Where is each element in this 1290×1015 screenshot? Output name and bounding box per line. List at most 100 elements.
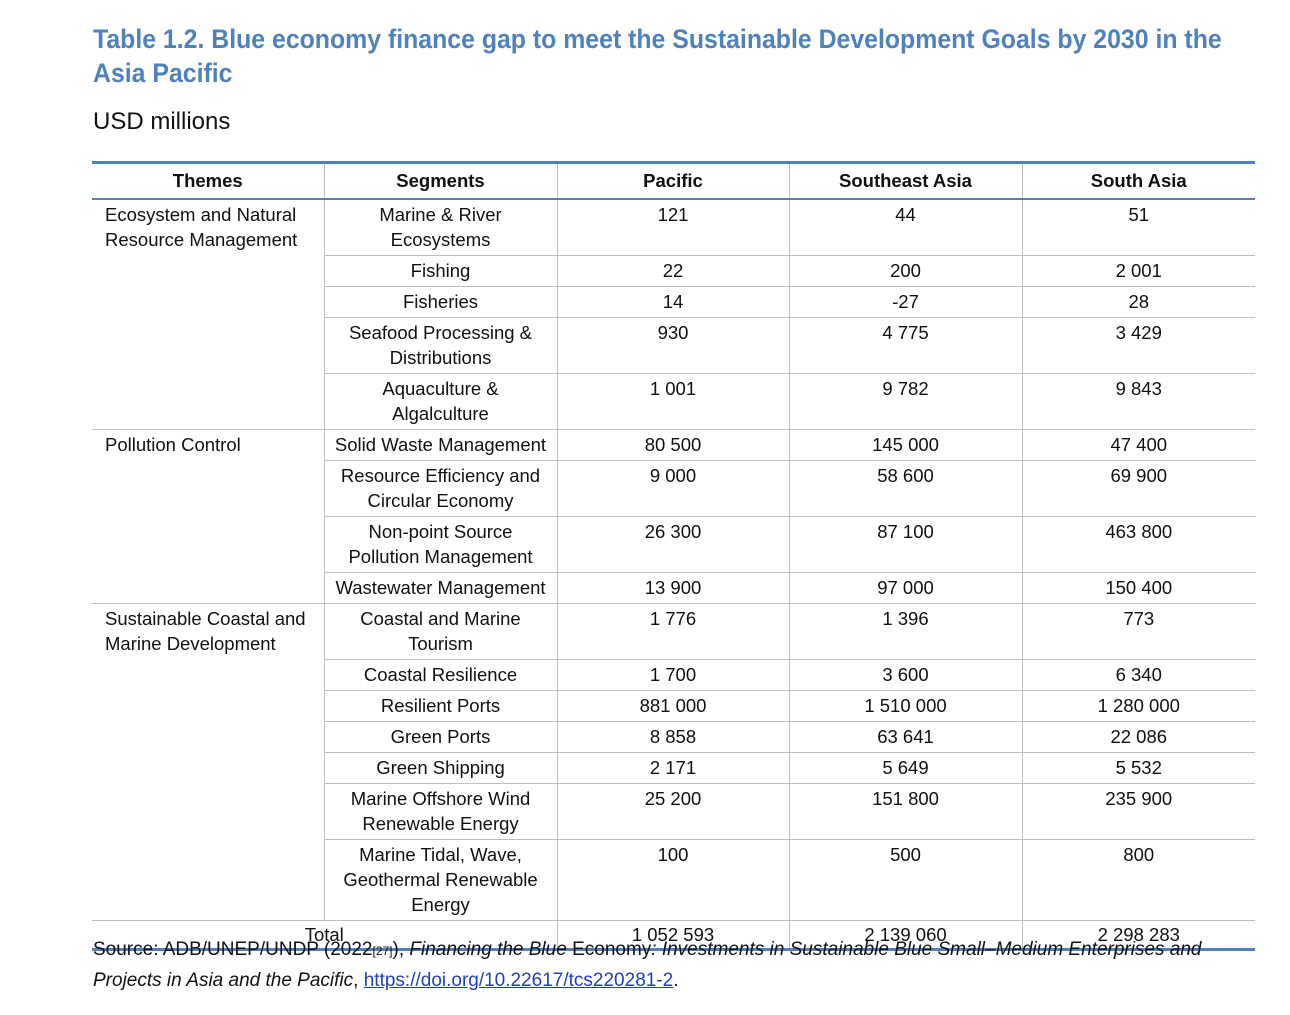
south-asia-cell: 22 086 [1022,721,1255,753]
pacific-cell: 14 [557,286,790,318]
table-row: Sustainable Coastal and Marine Developme… [92,603,1255,921]
segment-cell: Fishing [324,255,558,287]
source-note: Source: ADB/UNEP/UNDP (2022[27]), Financ… [93,935,1263,995]
southeast-asia-cell: 44 [789,199,1023,256]
pacific-cell: 100 [557,839,790,921]
table-row: Ecosystem and Natural Resource Managemen… [92,199,1255,430]
pacific-cell: 22 [557,255,790,287]
segment-cell: Aquaculture & Algalculture [324,373,558,430]
south-asia-cell: 2 001 [1022,255,1255,287]
south-asia-cell: 69 900 [1022,460,1255,517]
southeast-asia-cell: 1 510 000 [789,690,1023,722]
table-title: Table 1.2. Blue economy finance gap to m… [93,24,1222,88]
southeast-asia-cell: -27 [789,286,1023,318]
table-row: Green Shipping 2 171 5 649 5 532 [92,752,1255,784]
segment-cell: Fisheries [324,286,558,318]
southeast-asia-cell: 145 000 [789,429,1023,461]
southeast-asia-cell: 87 100 [789,516,1023,573]
theme-cell: Pollution Control [92,429,325,604]
table-row: Resilient Ports 881 000 1 510 000 1 280 000 [92,690,1255,722]
table-row: Seafood Processing & Distributions 930 4 7… [92,317,1255,374]
southeast-asia-cell: 500 [789,839,1023,921]
source-after-ref: ), [392,939,410,960]
segment-cell: Resilient Ports [324,690,558,722]
southeast-asia-cell: 1 396 [789,603,1023,660]
south-asia-cell: 1 280 000 [1022,690,1255,722]
segment-cell: Non-point Source Pollution Management [324,516,558,573]
pacific-cell: 25 200 [557,783,790,840]
southeast-asia-cell: 63 641 [789,721,1023,753]
source-title-italic-2: : Investments in Sustainable Blue Small–… [93,939,1202,991]
table-row: Coastal Resilience 1 700 3 600 6 340 [92,659,1255,691]
south-asia-cell: 5 532 [1022,752,1255,784]
south-asia-cell: 800 [1022,839,1255,921]
southeast-asia-cell: 3 600 [789,659,1023,691]
segment-cell: Marine Tidal, Wave, Geothermal Renewable… [324,839,558,921]
total-pacific: 1 052 593 [557,920,790,950]
table-row: Pollution Control Solid Waste Management 8… [92,429,1255,604]
segment-cell: Marine & River Ecosystems [324,199,558,256]
pacific-cell: 26 300 [557,516,790,573]
finance-gap-table: Themes Segments Pacific Southeast Asia S… [92,161,1255,951]
total-south-asia: 2 298 283 [1022,920,1255,950]
header-themes: Themes [92,162,325,200]
southeast-asia-cell: 151 800 [789,783,1023,840]
segment-cell: Green Shipping [324,752,558,784]
segment-cell: Solid Waste Management [324,429,558,461]
segment-cell: Coastal and Marine Tourism [324,603,558,660]
theme-cell: Sustainable Coastal and Marine Developme… [92,603,325,921]
source-title-italic-1: Financing the Blue [409,939,567,960]
pacific-cell: 8 858 [557,721,790,753]
header-southeast-asia: Southeast Asia [789,162,1023,200]
pacific-cell: 80 500 [557,429,790,461]
southeast-asia-cell: 200 [789,255,1023,287]
table-row: Marine Offshore Wind Renewable Energy 25 … [92,783,1255,840]
south-asia-cell: 51 [1022,199,1255,256]
pacific-cell: 930 [557,317,790,374]
table-row: Wastewater Management 13 900 97 000 150 400 [92,572,1255,604]
southeast-asia-cell: 4 775 [789,317,1023,374]
table-body: Ecosystem and Natural Resource Managemen… [92,199,1255,950]
south-asia-cell: 28 [1022,286,1255,318]
south-asia-cell: 150 400 [1022,572,1255,604]
south-asia-cell: 773 [1022,603,1255,660]
total-southeast-asia: 2 139 060 [789,920,1023,950]
pacific-cell: 1 700 [557,659,790,691]
total-label: Total [92,920,558,950]
table-row: Fishing 22 200 2 001 [92,255,1255,287]
southeast-asia-cell: 97 000 [789,572,1023,604]
source-ref: [27] [372,944,393,958]
segment-cell: Coastal Resilience [324,659,558,691]
source-end: . [673,970,679,991]
southeast-asia-cell: 58 600 [789,460,1023,517]
south-asia-cell: 9 843 [1022,373,1255,430]
table-row: Green Ports 8 858 63 641 22 086 [92,721,1255,753]
south-asia-cell: 235 900 [1022,783,1255,840]
table-row: Fisheries 14 -27 28 [92,286,1255,318]
source-doi-link[interactable]: https://doi.org/10.22617/tcs220281-2 [363,970,674,991]
pacific-cell: 13 900 [557,572,790,604]
table-container: Themes Segments Pacific Southeast Asia S… [92,161,1255,951]
header-segments: Segments [324,162,558,200]
south-asia-cell: 47 400 [1022,429,1255,461]
pacific-cell: 2 171 [557,752,790,784]
segment-cell: Marine Offshore Wind Renewable Energy [324,783,558,840]
table-row: Non-point Source Pollution Management 26 … [92,516,1255,573]
pacific-cell: 1 776 [557,603,790,660]
southeast-asia-cell: 9 782 [789,373,1023,430]
segment-cell: Wastewater Management [324,572,558,604]
segment-cell: Green Ports [324,721,558,753]
table-row: Aquaculture & Algalculture 1 001 9 782 9 84… [92,373,1255,430]
source-prefix: Source: ADB/UNEP/UNDP (2022 [93,939,373,960]
southeast-asia-cell: 5 649 [789,752,1023,784]
source-comma: , [353,970,364,991]
pacific-cell: 1 001 [557,373,790,430]
total-row: Total 1 052 593 2 139 060 2 298 283 [92,920,1255,950]
header-pacific: Pacific [557,162,790,200]
pacific-cell: 881 000 [557,690,790,722]
south-asia-cell: 463 800 [1022,516,1255,573]
table-subtitle: USD millions [93,108,231,135]
header-row: Themes Segments Pacific Southeast Asia S… [92,162,1255,200]
pacific-cell: 121 [557,199,790,256]
source-title-plain: Economy [566,939,652,960]
